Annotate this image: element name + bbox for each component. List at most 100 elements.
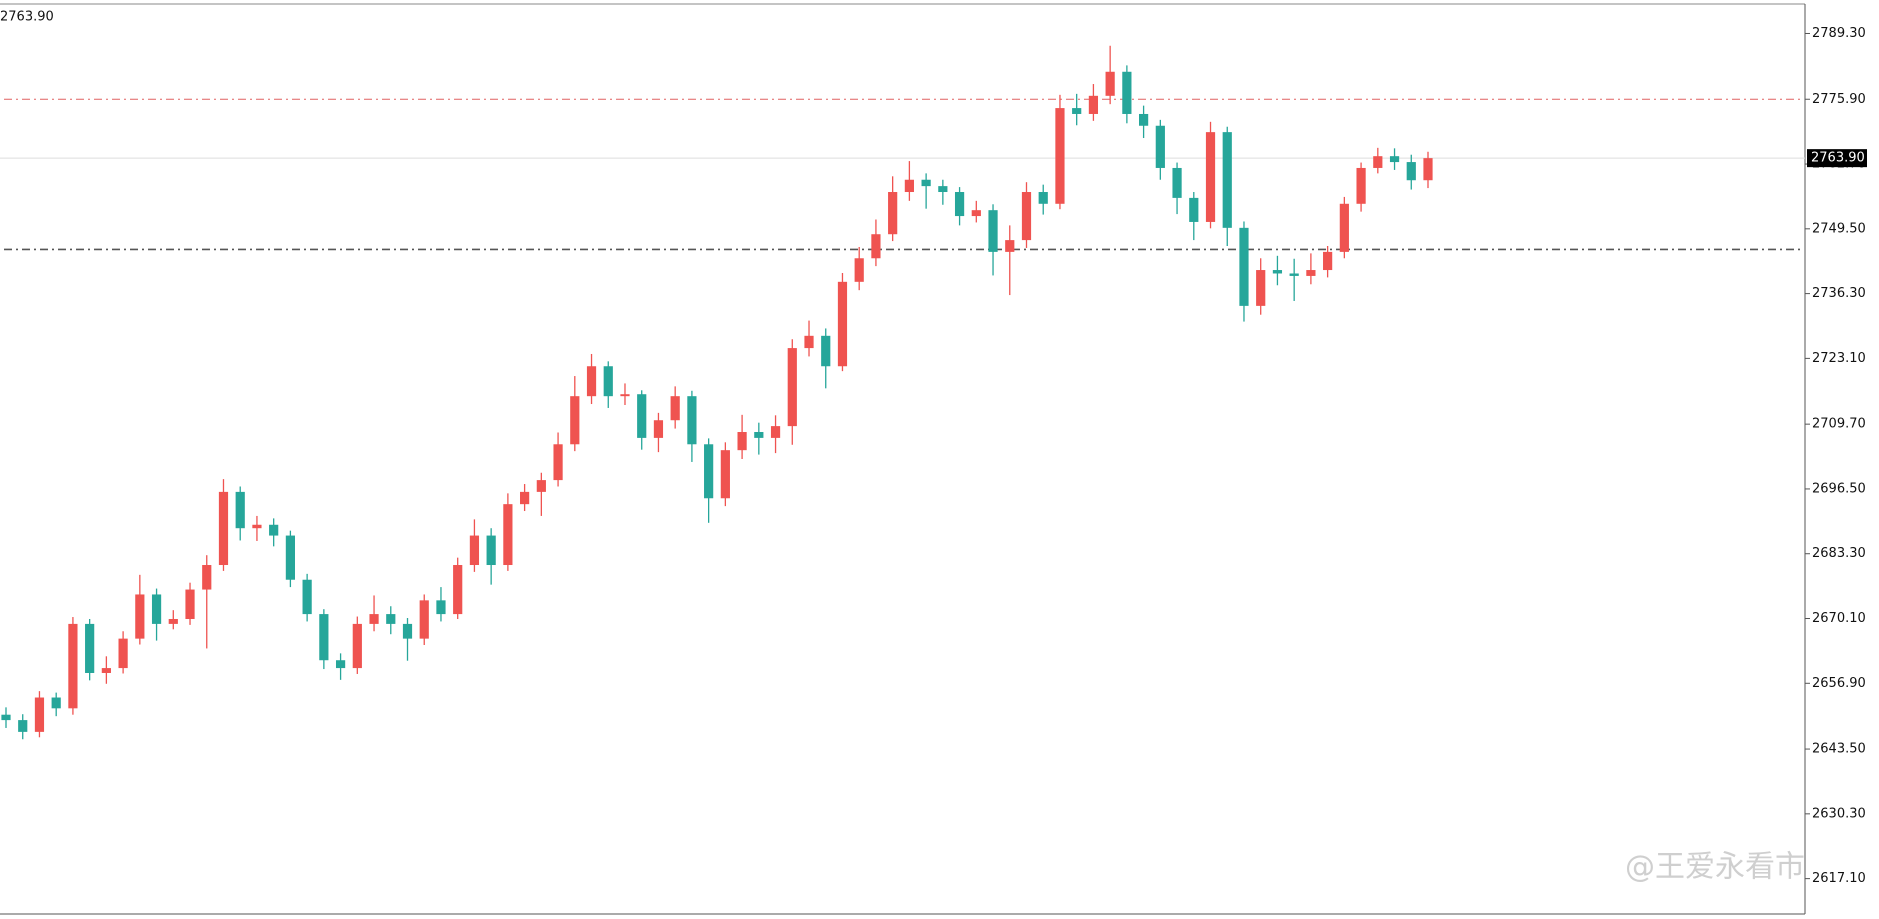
candle-body (787, 348, 797, 427)
candle-body (235, 491, 245, 529)
candle-body (653, 420, 664, 438)
corner-price: 2763.90 (0, 10, 54, 25)
candle-body (1122, 71, 1132, 114)
candle-body (888, 192, 898, 235)
candle-body (118, 638, 128, 669)
candle-body (269, 524, 279, 536)
y-tick-label: 2775.90 (1812, 92, 1866, 107)
candle-body (603, 366, 613, 397)
candle-body (988, 210, 998, 252)
candle-body (871, 234, 881, 259)
candle-body (620, 394, 630, 397)
y-tick-label: 2723.10 (1812, 351, 1866, 366)
candle-body (352, 623, 362, 669)
candle-body (720, 450, 730, 499)
candle-body (954, 192, 965, 217)
candle-body (319, 614, 329, 661)
candle-body (687, 396, 697, 445)
candle-body (18, 720, 28, 732)
candle-body (1205, 132, 1216, 222)
candle-body (837, 281, 848, 367)
candle-body (971, 210, 981, 217)
candle-body (1138, 113, 1149, 126)
candle-body (938, 186, 948, 193)
candle-body (369, 614, 379, 624)
candle-body (1339, 203, 1349, 252)
y-tick-label: 2617.10 (1812, 871, 1866, 886)
y-tick-label: 2736.30 (1812, 286, 1866, 301)
candle-body (218, 491, 229, 566)
plot: 2617.10 2630.30 2643.50 2656.90 2670.10 2683.… (0, 26, 1867, 886)
candle-body (151, 594, 162, 624)
candle-body (1356, 167, 1366, 204)
candle-body (670, 396, 680, 421)
candle-body (1373, 156, 1383, 168)
candle-body (1256, 270, 1266, 306)
candle-body (1155, 125, 1165, 168)
y-tick-label: 2643.50 (1812, 742, 1866, 757)
candle-body (386, 614, 396, 624)
candle-body (85, 623, 95, 673)
candle-body (637, 394, 647, 438)
watermark: @王爱永看市 (1625, 850, 1805, 885)
y-tick-label: 2696.50 (1812, 481, 1866, 496)
candle-body (68, 623, 78, 709)
candle-body (1038, 192, 1048, 204)
candle-body (469, 535, 480, 566)
candle-body (453, 565, 463, 615)
candle-body (436, 600, 446, 615)
candle-body (1172, 167, 1182, 198)
candle-body (1189, 197, 1199, 222)
y-tick-label: 2789.30 (1812, 26, 1866, 41)
y-tick-label: 2656.90 (1812, 676, 1866, 691)
candle-body (419, 600, 429, 639)
candle-body (1021, 192, 1032, 241)
candle-body (402, 623, 413, 639)
candle-body (51, 697, 61, 709)
candle-body (202, 565, 212, 590)
candle-body (285, 535, 296, 580)
candle-body (1306, 270, 1316, 276)
candle-body (1272, 270, 1283, 274)
candle-body (34, 697, 45, 732)
candle-body (1423, 158, 1433, 181)
candle-body (854, 258, 864, 282)
candle-body (1239, 227, 1249, 306)
candle-body (586, 366, 597, 397)
candle-body (737, 432, 747, 451)
candle-body (1072, 108, 1082, 114)
candle-body (536, 480, 546, 492)
candle-body (904, 179, 914, 193)
candle-body (335, 660, 346, 669)
candle-body (570, 396, 580, 445)
candle-body (1055, 108, 1065, 204)
y-tick-label: 2630.30 (1812, 806, 1866, 821)
candle-body (503, 504, 513, 566)
candle-body (168, 618, 178, 624)
candle-body (1, 714, 11, 721)
candle-body (1222, 132, 1232, 228)
candle-body (101, 668, 111, 673)
candle-body (1289, 273, 1299, 276)
y-tick-label: 2683.30 (1812, 546, 1866, 561)
candle-body (1005, 240, 1015, 252)
candle-body (1088, 95, 1099, 114)
candle-body (804, 335, 814, 349)
candle-body (1389, 156, 1400, 163)
candle-body (1105, 71, 1115, 96)
candle-body (1323, 251, 1333, 271)
candle-body (135, 594, 145, 639)
candle-body (1406, 162, 1416, 181)
last-price-tag (1807, 149, 1867, 168)
candle-body (821, 335, 831, 367)
y-tick-label: 2709.70 (1812, 417, 1866, 432)
candle-body (185, 589, 195, 619)
last-price-label: 2763.90 (1811, 151, 1865, 166)
candle-body (553, 444, 563, 481)
y-tick-label: 2749.50 (1812, 221, 1866, 236)
candle-body (704, 444, 714, 499)
candle-body (770, 426, 781, 438)
y-tick-label: 2670.10 (1812, 611, 1866, 626)
